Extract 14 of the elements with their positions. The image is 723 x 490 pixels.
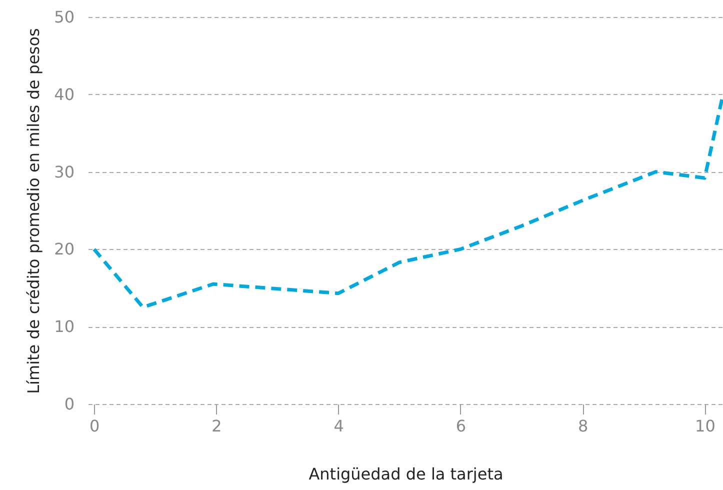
y-tick-label: 50: [54, 8, 74, 26]
y-axis-title: Límite de crédito promedio en miles de pesos: [24, 28, 44, 394]
x-tick-label: 4: [334, 416, 344, 436]
x-tick-label: 8: [578, 416, 588, 436]
y-tick-label: 40: [54, 84, 74, 104]
y-tick-label: 10: [54, 317, 74, 336]
x-tick-label: 6: [456, 416, 466, 436]
x-tick-label: 2: [212, 416, 222, 436]
x-tick-label: 10: [695, 416, 716, 436]
x-tick-label: 0: [90, 416, 100, 436]
x-axis-title: Antigüedad de la tarjeta: [308, 464, 504, 484]
y-tick-label: 20: [54, 240, 74, 259]
y-tick-label: 30: [54, 162, 74, 182]
y-tick-label: 0: [64, 394, 74, 414]
